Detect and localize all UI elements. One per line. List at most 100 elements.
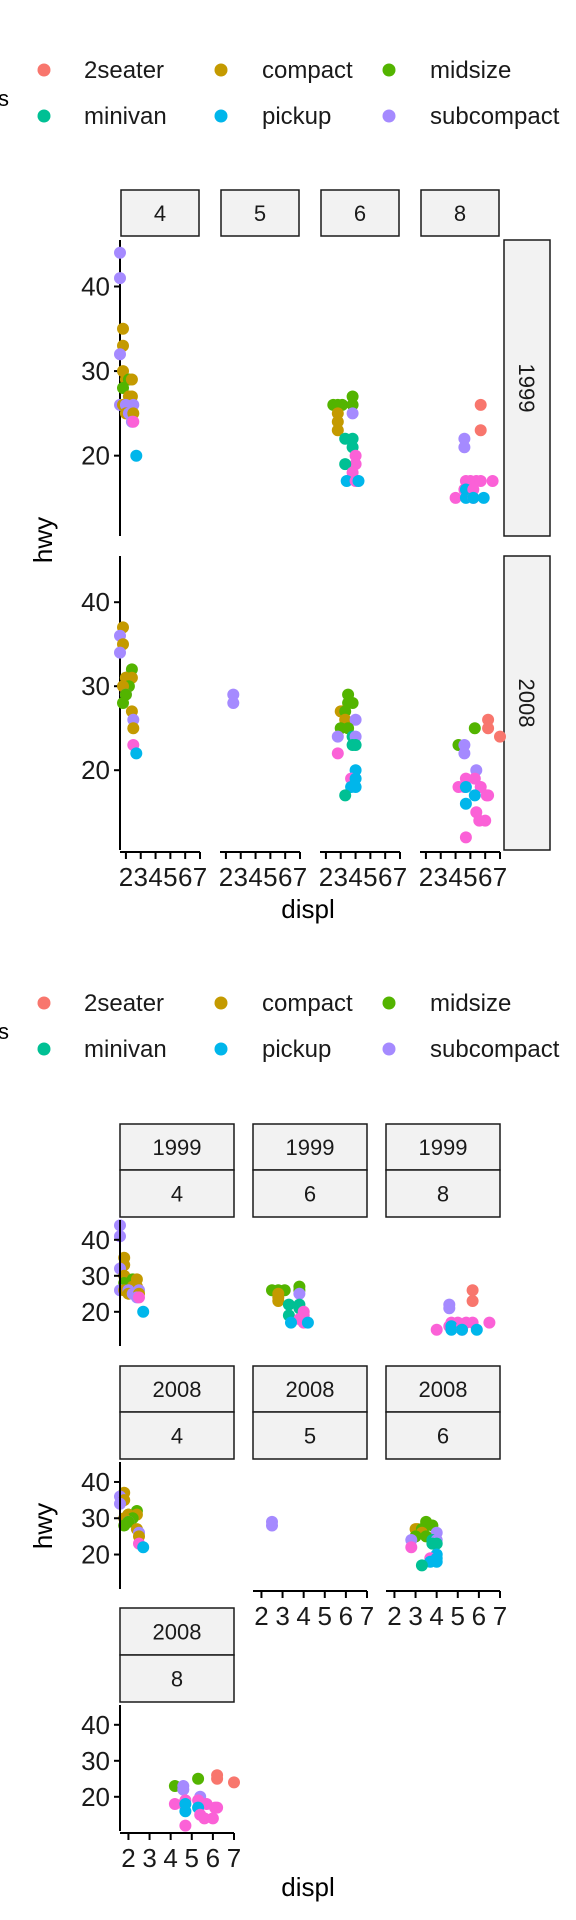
p1-col-5-x-tick-label: 5 [263, 862, 277, 892]
legend-key-2seater [37, 996, 51, 1010]
strip-p2-1999-4-cyl [119, 1169, 235, 1218]
p1-1999-6-point-minivan [339, 458, 352, 471]
p2-1999-8-point-2seater [466, 1295, 479, 1307]
legend-label-minivan: minivan [84, 103, 167, 130]
p1-col-4-x-tick-label: 2 [119, 862, 133, 892]
legend-key-subcompact [382, 1042, 396, 1056]
p1-2008-8-point-subcompact [458, 739, 471, 751]
strip-cyl-5-label: 5 [254, 201, 266, 226]
legend-label-midsize: midsize [430, 57, 511, 84]
p1-2008-6-point-subcompact [331, 730, 344, 743]
p1-col-8-x-tick-label: 7 [493, 862, 507, 892]
legend-key-midsize [382, 63, 396, 77]
p1-2008-4-point-pickup [130, 747, 143, 760]
p1-1999-8-point-pickup [467, 491, 480, 504]
p1-2008-4-point-subcompact [127, 713, 140, 726]
p2-2008-8-y-tick-label: 40 [81, 1710, 110, 1740]
p1-row-2008-y-tick-label: 40 [81, 587, 110, 617]
p1-1999-4-point-compact [125, 373, 138, 386]
p2-1999-8-point-suv [483, 1316, 496, 1329]
p2-2008-4-y-tick-label: 20 [81, 1540, 110, 1570]
p1-col-5-x-tick-label: 3 [234, 862, 248, 892]
legend-key-minivan [37, 109, 51, 123]
strip-p2-1999-4-year-label: 1999 [153, 1135, 202, 1160]
legend-key-compact [214, 996, 228, 1010]
strip-p2-2008-8-cyl [119, 1654, 235, 1703]
strip-cyl-8 [420, 189, 500, 237]
p2-2008-4-point-pickup [137, 1541, 150, 1554]
y-axis-title: hwy [28, 517, 58, 563]
y-axis-title-2: hwy [28, 1503, 58, 1549]
strip-p2-2008-6-cyl-label: 6 [437, 1424, 449, 1449]
strip-year-1999-label: 1999 [514, 364, 539, 413]
p1-2008-8-point-suv [479, 814, 492, 827]
p2-col1-x-tick-label: 5 [185, 1843, 199, 1873]
p1-col-6-x-tick-label: 2 [319, 862, 333, 892]
legend-label-pickup: pickup [262, 1036, 331, 1063]
p1-1999-8-point-2seater [474, 424, 487, 437]
p2-2008-6-point-minivan [430, 1537, 443, 1550]
legend-key-midsize [382, 996, 396, 1010]
strip-p2-2008-6-cyl [385, 1411, 501, 1460]
strip-p2-1999-8-cyl-label: 8 [437, 1182, 449, 1207]
p1-2008-6-point-midsize [339, 705, 352, 718]
p1-1999-8-point-suv [474, 475, 487, 487]
p1-2008-8-point-suv [482, 789, 495, 802]
p1-1999-6-point-suv [349, 449, 362, 462]
legend-key-pickup [214, 1042, 228, 1056]
p1-2008-6-point-pickup [349, 781, 362, 793]
p1-1999-6-point-compact [331, 407, 344, 420]
p2-1999-6-point-compact [272, 1295, 285, 1307]
legend-label-compact: compact [262, 57, 353, 84]
strip-p2-2008-8-cyl-label: 8 [171, 1667, 183, 1692]
p1-1999-8-point-2seater [474, 398, 487, 411]
p1-1999-6-point-pickup [340, 475, 353, 487]
p2-col2-x-tick-label: 6 [339, 1601, 353, 1631]
p1-col-4-x-tick-label: 4 [148, 862, 162, 892]
legend-title: s [0, 86, 9, 111]
p2-col1-x-tick-label: 6 [206, 1843, 220, 1873]
legend-label-compact: compact [262, 990, 353, 1017]
p2-2008-6-point-minivan [415, 1559, 428, 1572]
p1-1999-8-point-suv [486, 475, 499, 487]
p1-2008-8-point-2seater [482, 713, 495, 726]
p2-1999-4-y-tick-label: 30 [81, 1261, 110, 1291]
strip-p2-1999-4-cyl-label: 4 [171, 1182, 183, 1207]
p2-2008-8-point-2seater [211, 1772, 224, 1785]
strip-p2-1999-6-cyl [252, 1169, 368, 1218]
p2-col3-x-tick-label: 3 [408, 1601, 422, 1631]
p2-1999-6-point-subcompact [293, 1287, 306, 1300]
p2-col3-x-tick-label: 6 [472, 1601, 486, 1631]
p1-2008-4-point-midsize [117, 697, 129, 709]
p1-1999-6-point-compact [331, 424, 344, 437]
p1-2008-8-point-pickup [459, 797, 472, 810]
p1-col-4-x-tick-label: 5 [163, 862, 177, 892]
p1-2008-6-point-minivan [339, 789, 352, 802]
legend-label-subcompact: subcompact [430, 103, 560, 130]
p1-col-6-x-tick-label: 3 [334, 862, 348, 892]
p2-2008-8-point-midsize [192, 1772, 205, 1785]
p2-2008-8-point-subcompact [177, 1783, 190, 1796]
p1-1999-4-point-subcompact [114, 272, 126, 285]
p2-2008-4-point-midsize [118, 1519, 131, 1532]
p1-col-5-x-tick-label: 7 [293, 862, 307, 892]
p2-1999-6-point-pickup [301, 1316, 314, 1329]
strip-p2-1999-8-cyl [385, 1169, 501, 1218]
p1-row-2008-y-tick-label: 20 [81, 755, 110, 785]
p1-col-4-x-tick-label: 6 [178, 862, 192, 892]
p1-2008-8-point-midsize [468, 722, 481, 735]
p1-col-6-x-tick-label: 5 [363, 862, 377, 892]
legend-title: s [0, 1019, 9, 1044]
legend-key-compact [214, 63, 228, 77]
p2-2008-5-point-subcompact [266, 1519, 278, 1532]
p2-2008-8-point-2seater [228, 1776, 240, 1789]
legend-label-pickup: pickup [262, 103, 331, 130]
strip-p2-2008-8-year-label: 2008 [153, 1620, 202, 1645]
strip-year-2008-label: 2008 [514, 679, 539, 728]
p2-2008-8-y-tick-label: 30 [81, 1746, 110, 1776]
legend-label-subcompact: subcompact [430, 1036, 560, 1063]
p2-1999-8-point-subcompact [443, 1302, 456, 1315]
p2-1999-8-point-pickup [445, 1323, 458, 1336]
p1-2008-6-point-subcompact [349, 713, 362, 726]
